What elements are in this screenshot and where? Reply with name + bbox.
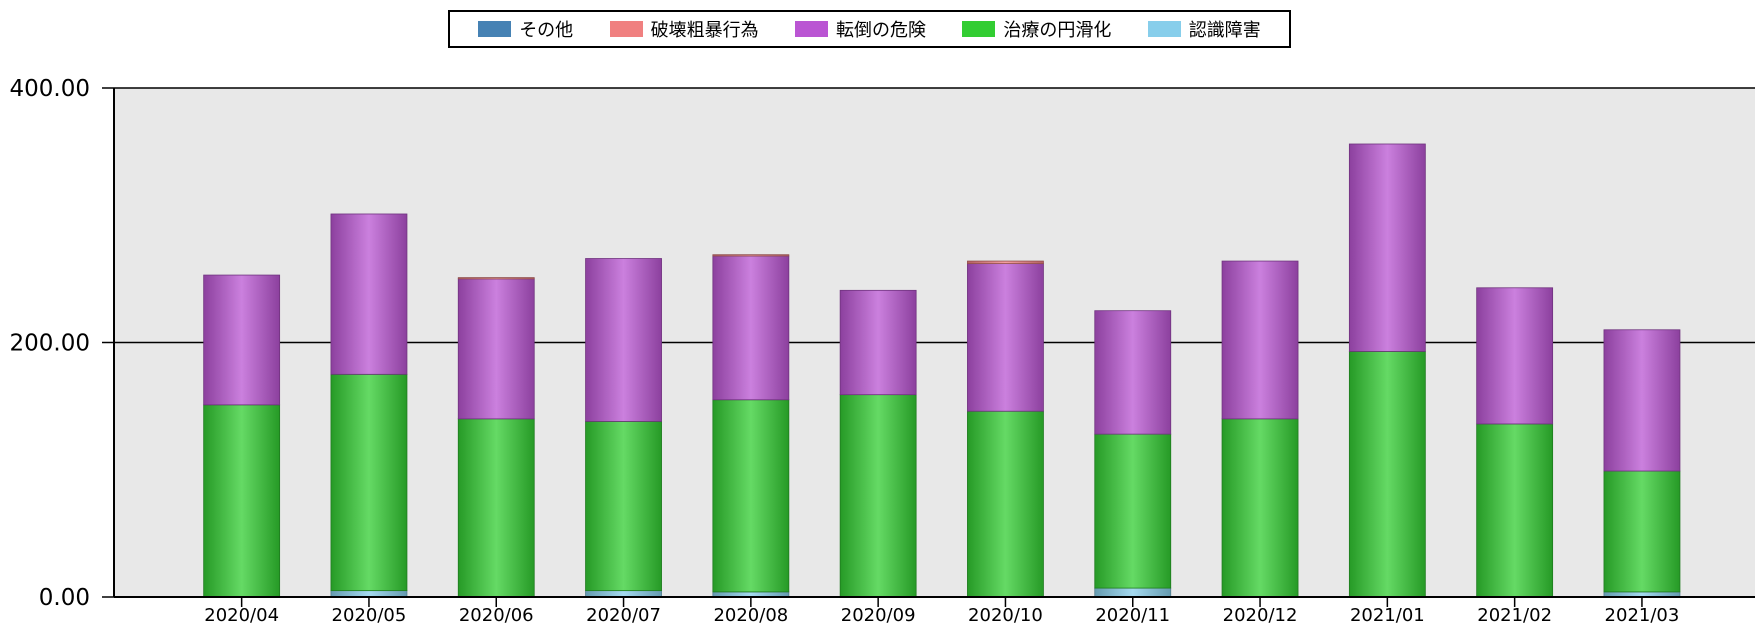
legend-swatch bbox=[609, 21, 643, 37]
bar-segment bbox=[839, 394, 917, 598]
bar-segment bbox=[1476, 287, 1554, 425]
legend-item: 治療の円滑化 bbox=[962, 16, 1111, 42]
bar-segment bbox=[1348, 351, 1426, 598]
bar-segment bbox=[839, 289, 917, 396]
bar-segment bbox=[712, 254, 790, 257]
legend-swatch bbox=[478, 21, 512, 37]
legend-swatch bbox=[962, 21, 996, 37]
bar-segment bbox=[457, 418, 535, 598]
bar-segment bbox=[967, 263, 1044, 412]
y-tick-label: 200.00 bbox=[10, 331, 90, 357]
bar-segment bbox=[330, 213, 408, 375]
y-tick-label: 0.00 bbox=[39, 585, 90, 611]
y-tick-label: 400.00 bbox=[10, 76, 90, 102]
x-tick-label: 2021/01 bbox=[1350, 605, 1425, 626]
bar-segment bbox=[585, 420, 662, 592]
x-tick-label: 2020/08 bbox=[713, 605, 788, 626]
legend-item: 転倒の危険 bbox=[794, 16, 926, 42]
legend-item: その他 bbox=[478, 16, 573, 42]
bar-segment bbox=[1603, 470, 1681, 593]
x-tick-label: 2020/09 bbox=[841, 605, 916, 626]
bar-segment bbox=[967, 410, 1044, 598]
x-tick-label: 2021/03 bbox=[1605, 605, 1680, 626]
x-tick-label: 2020/12 bbox=[1223, 605, 1298, 626]
legend-label: その他 bbox=[519, 20, 574, 41]
legend-label: 転倒の危険 bbox=[835, 20, 926, 41]
bar-segment bbox=[712, 255, 790, 401]
legend-label: 治療の円滑化 bbox=[1003, 20, 1112, 41]
bar-segment bbox=[1221, 418, 1299, 598]
chart-legend: その他 破壊粗暴行為 転倒の危険 治療の円滑化 認識障害 bbox=[448, 10, 1291, 48]
x-tick-label: 2020/04 bbox=[204, 605, 279, 626]
bar-segment bbox=[1094, 433, 1172, 589]
bar-segment bbox=[1094, 310, 1172, 435]
x-tick-label: 2020/06 bbox=[459, 605, 534, 626]
bar-segment bbox=[1603, 329, 1681, 472]
x-tick-label: 2020/10 bbox=[968, 605, 1043, 626]
bar-segment bbox=[1094, 587, 1172, 598]
bar-segment bbox=[330, 373, 408, 592]
legend-item: 破壊粗暴行為 bbox=[609, 16, 759, 42]
bar-segment bbox=[1348, 143, 1426, 352]
bar-segment bbox=[203, 274, 281, 406]
legend-label: 認識障害 bbox=[1188, 20, 1261, 41]
bar-segment bbox=[203, 404, 281, 598]
bar-segment bbox=[457, 278, 535, 420]
bar-segment bbox=[967, 260, 1044, 265]
bar-segment bbox=[457, 277, 535, 280]
bar-segment bbox=[1476, 423, 1554, 598]
bar-segment bbox=[1221, 260, 1299, 420]
x-tick-label: 2021/02 bbox=[1477, 605, 1552, 626]
legend-swatch bbox=[794, 21, 828, 37]
legend-swatch bbox=[1147, 21, 1181, 37]
x-tick-label: 2020/07 bbox=[586, 605, 661, 626]
bar-segment bbox=[712, 399, 790, 593]
legend-label: 破壊粗暴行為 bbox=[650, 20, 759, 41]
x-tick-label: 2020/11 bbox=[1095, 605, 1170, 626]
x-tick-label: 2020/05 bbox=[332, 605, 407, 626]
bar-segment bbox=[585, 258, 662, 422]
legend-item: 認識障害 bbox=[1147, 16, 1261, 42]
